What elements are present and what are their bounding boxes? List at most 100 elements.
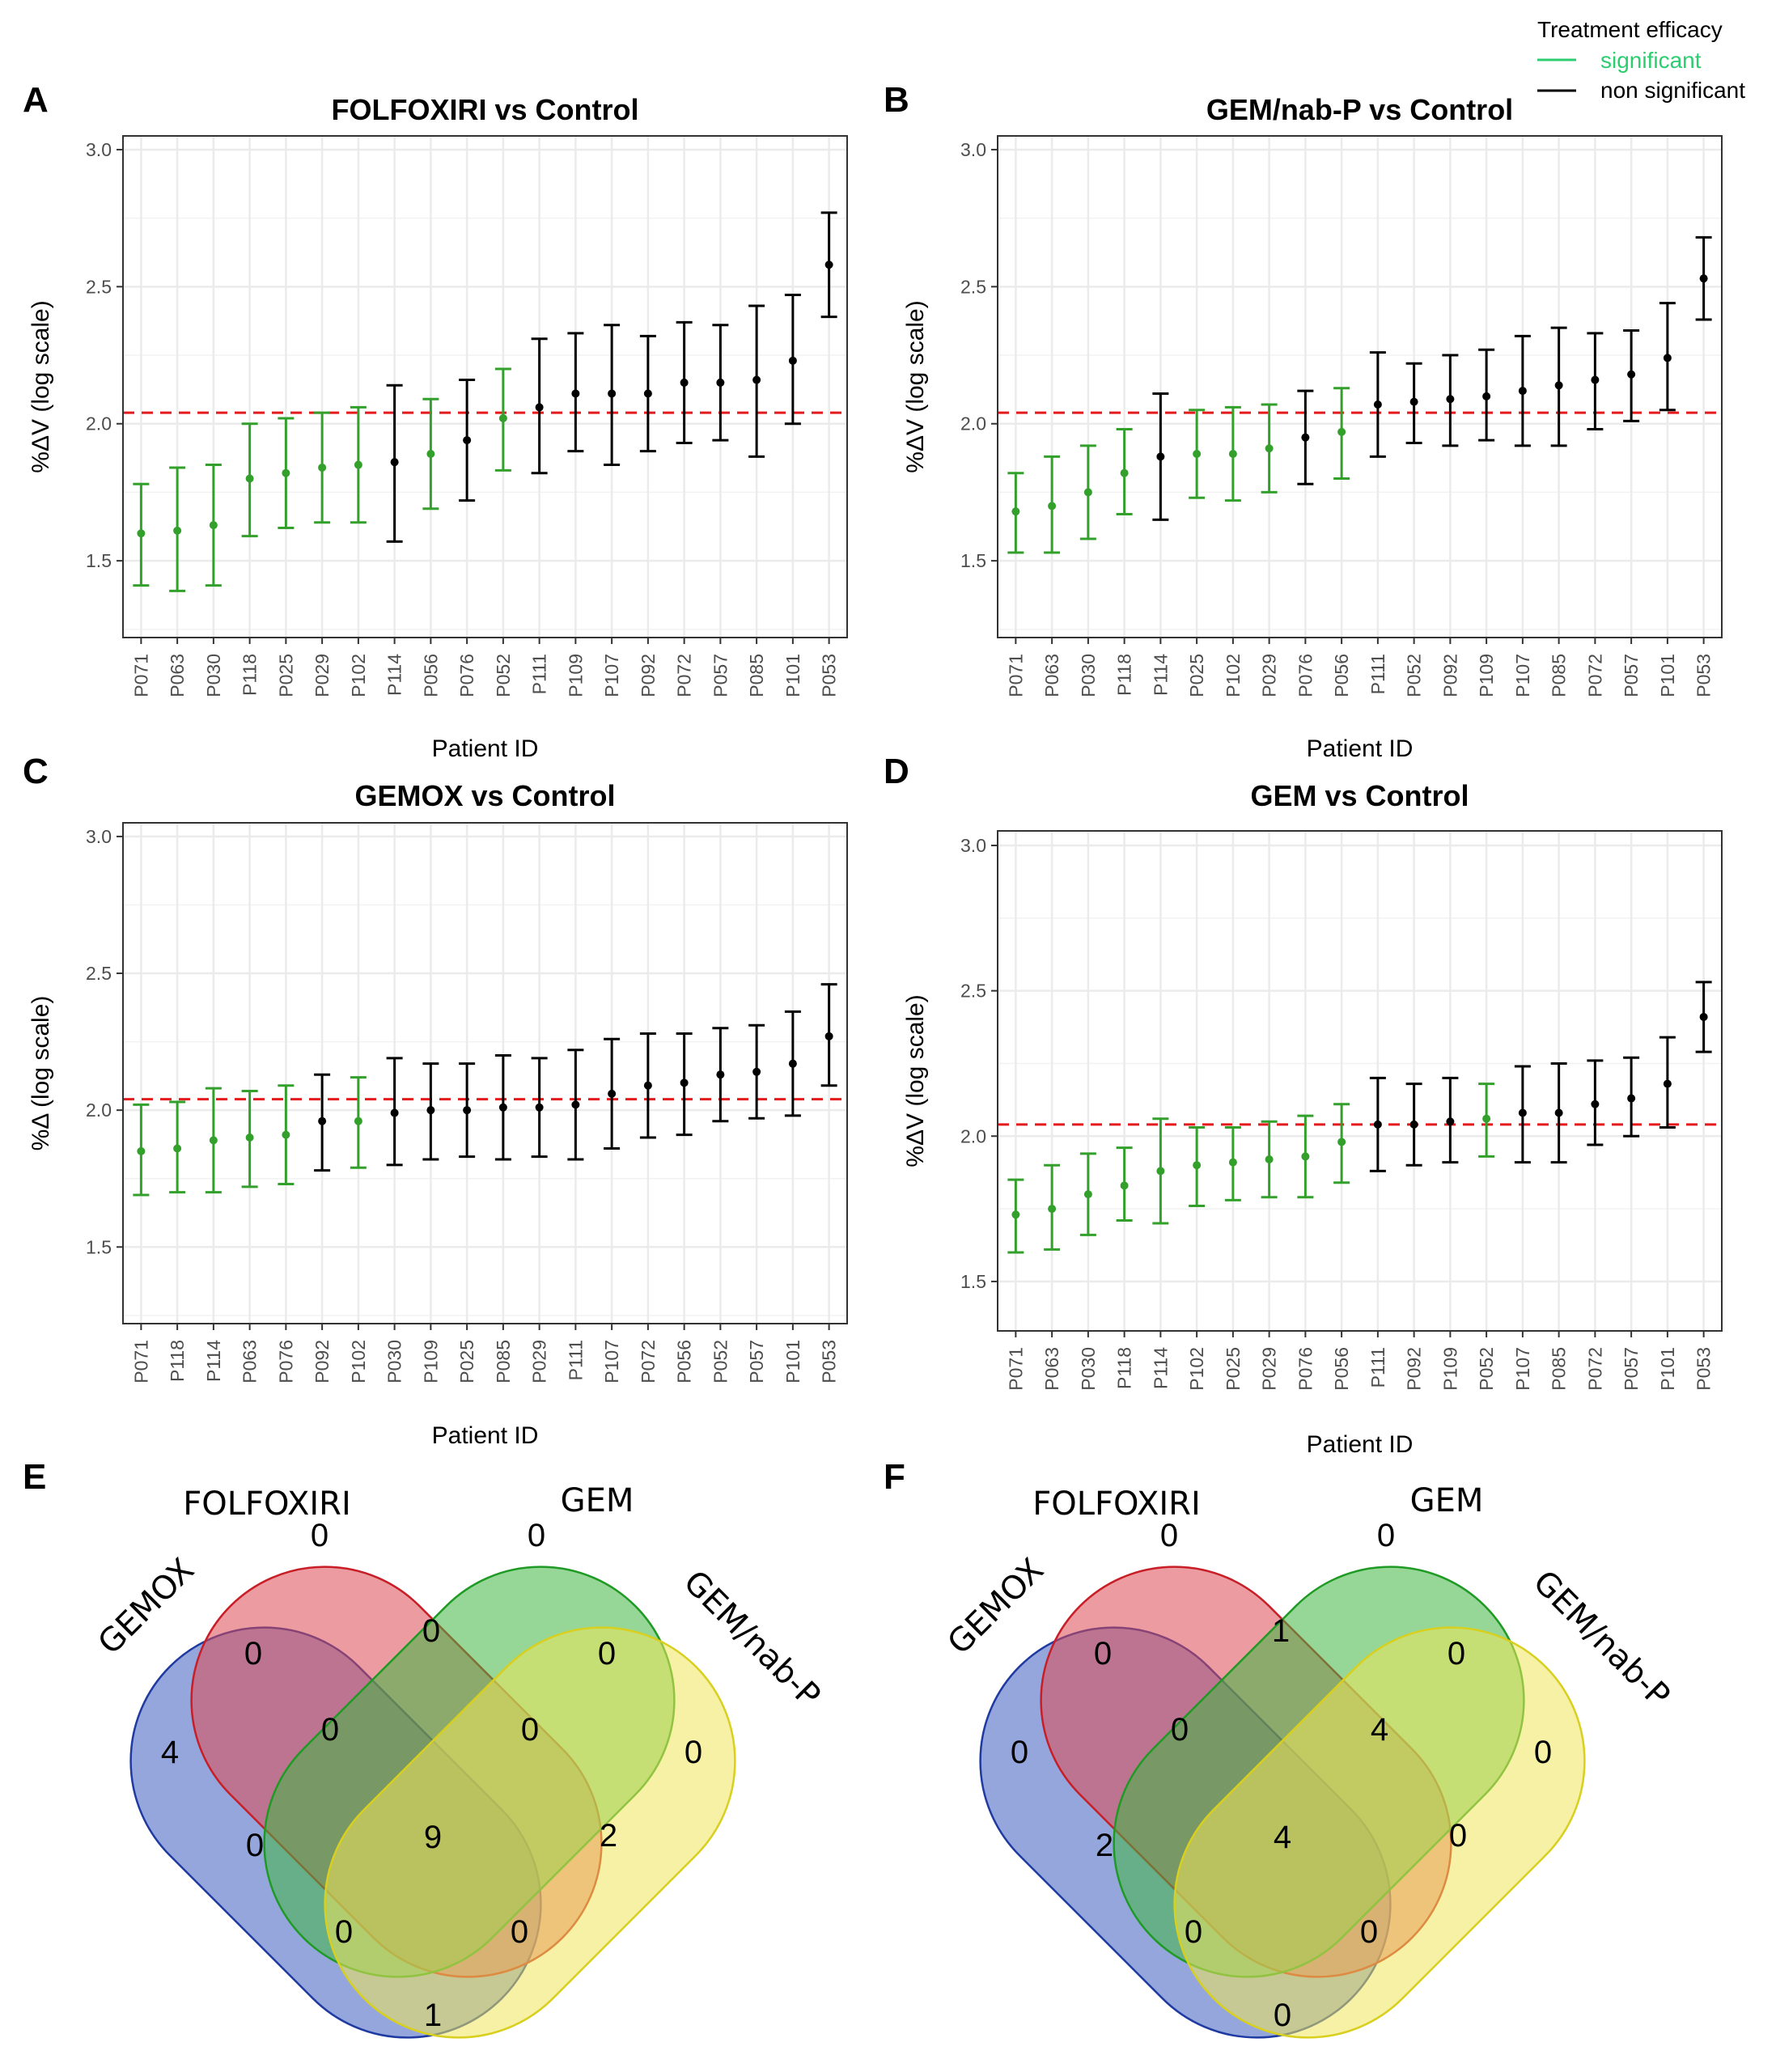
data-point: [498, 1103, 507, 1112]
errorbar-P111: [531, 337, 548, 475]
errorbar-P085: [748, 304, 765, 458]
errorbar-P118: [1116, 1146, 1133, 1222]
venn-set-label: GEM: [1410, 1482, 1484, 1519]
errorbar-P118: [241, 422, 258, 538]
x-tick-label: P111: [1367, 1347, 1388, 1388]
x-axis-label: Patient ID: [432, 735, 539, 762]
x-tick-label: P109: [565, 654, 586, 697]
errorbar-P071: [1007, 472, 1024, 554]
data-point: [1083, 1190, 1092, 1199]
venn-count-folfoxiri_gem_nabp: 4: [1371, 1712, 1388, 1748]
x-tick-label: P063: [1041, 654, 1062, 697]
venn-count-folfoxiri_nabp: 2: [600, 1818, 617, 1854]
x-tick-label: P030: [384, 1340, 405, 1383]
data-point: [1301, 433, 1310, 442]
errorbar-P109: [1442, 1076, 1459, 1164]
y-tick-label: 2.0: [960, 1125, 986, 1146]
x-tick-label: P053: [1693, 1347, 1715, 1391]
venn-count-gemox_gem: 0: [246, 1828, 264, 1863]
data-point: [245, 474, 254, 483]
venn-count-gemox_folfoxiri_gem: 0: [321, 1712, 339, 1748]
panel-letter: A: [23, 80, 49, 120]
venn-count-nabp_only: 0: [1534, 1735, 1552, 1770]
x-tick-label: P076: [1295, 654, 1316, 697]
y-tick-label: 3.0: [86, 139, 112, 160]
y-tick-label: 2.0: [86, 1100, 112, 1121]
chart-title: FOLFOXIRI vs Control: [331, 93, 638, 126]
data-point: [752, 375, 761, 384]
errorbar-P114: [205, 1087, 222, 1194]
data-point: [680, 378, 689, 387]
data-point: [390, 1108, 399, 1117]
errorbar-P057: [1623, 329, 1640, 422]
errorbar-P102: [350, 405, 367, 524]
data-point: [1699, 1012, 1708, 1021]
errorbar-P053: [1695, 981, 1712, 1053]
x-tick-label: P072: [1584, 1347, 1605, 1391]
data-point: [1156, 1167, 1165, 1176]
y-tick-label: 3.0: [960, 139, 986, 160]
errorbar-P029: [1261, 1120, 1278, 1199]
venn-count-gemox_folfoxiri_gem: 0: [1171, 1712, 1189, 1748]
panel-letter: B: [884, 80, 909, 120]
data-point: [426, 450, 435, 459]
y-tick-label: 3.0: [960, 835, 986, 856]
x-tick-label: P063: [239, 1340, 261, 1383]
data-point: [1048, 502, 1057, 511]
data-point: [1482, 1114, 1491, 1123]
x-tick-label: P111: [1367, 654, 1388, 694]
venn-count-gemox_folfoxiri_nabp: 0: [1360, 1914, 1378, 1950]
data-point: [1048, 1205, 1057, 1214]
legend-item-significant: significant: [1600, 48, 1702, 73]
errorbar-P076: [1297, 389, 1314, 485]
venn-count-gem_nabp: 0: [1448, 1636, 1465, 1672]
x-tick-label: P092: [638, 654, 659, 697]
data-point: [824, 1032, 833, 1040]
errorbar-P085: [1550, 326, 1567, 447]
panel-border: [122, 822, 848, 1324]
x-tick-label: P053: [819, 1340, 840, 1383]
data-point: [245, 1133, 254, 1142]
data-point: [354, 460, 362, 469]
errorbar-P085: [1550, 1061, 1567, 1164]
errorbar-P052: [1405, 362, 1422, 444]
data-point: [1518, 387, 1527, 396]
x-tick-label: P101: [1657, 1347, 1678, 1391]
data-point: [498, 413, 507, 422]
data-point: [318, 1117, 327, 1125]
data-point: [1120, 1181, 1129, 1190]
errorbar-P109: [1478, 348, 1495, 442]
plot-area: [998, 136, 1722, 638]
x-tick-label: P101: [782, 654, 803, 697]
plot-area: [998, 831, 1722, 1331]
x-tick-label: P092: [1404, 1347, 1425, 1391]
data-point: [1265, 444, 1274, 453]
venn-count-gemox_only: 0: [1011, 1735, 1028, 1770]
x-tick-label: P107: [1512, 1347, 1533, 1391]
data-point: [1699, 274, 1708, 283]
data-point: [1011, 1210, 1020, 1219]
y-tick-label: 1.5: [960, 550, 986, 571]
x-tick-label: P076: [456, 654, 477, 697]
legend: Treatment efficacy significant non signi…: [1537, 17, 1745, 103]
x-tick-label: P030: [203, 654, 224, 697]
x-tick-label: P072: [1584, 654, 1605, 697]
errorbar-P109: [567, 332, 584, 453]
data-point: [282, 468, 290, 477]
y-tick-label: 1.5: [86, 550, 112, 571]
panel-border: [997, 135, 1723, 638]
venn-count-all: 4: [1274, 1820, 1291, 1855]
legend-title: Treatment efficacy: [1537, 17, 1723, 42]
data-point: [608, 1089, 617, 1098]
data-point: [1083, 488, 1092, 497]
errorbar-P111: [567, 1049, 584, 1161]
errorbar-P101: [784, 1010, 801, 1117]
venn-count-gemox_nabp: 1: [424, 1998, 442, 2033]
x-tick-label: P102: [1186, 1347, 1207, 1391]
data-point: [1337, 1138, 1346, 1146]
errorbar-P076: [459, 379, 476, 502]
venn-set-label: FOLFOXIRI: [183, 1485, 351, 1523]
x-tick-label: P076: [275, 1340, 296, 1383]
x-axis-label: Patient ID: [432, 1422, 539, 1449]
errorbar-P114: [1152, 392, 1169, 521]
